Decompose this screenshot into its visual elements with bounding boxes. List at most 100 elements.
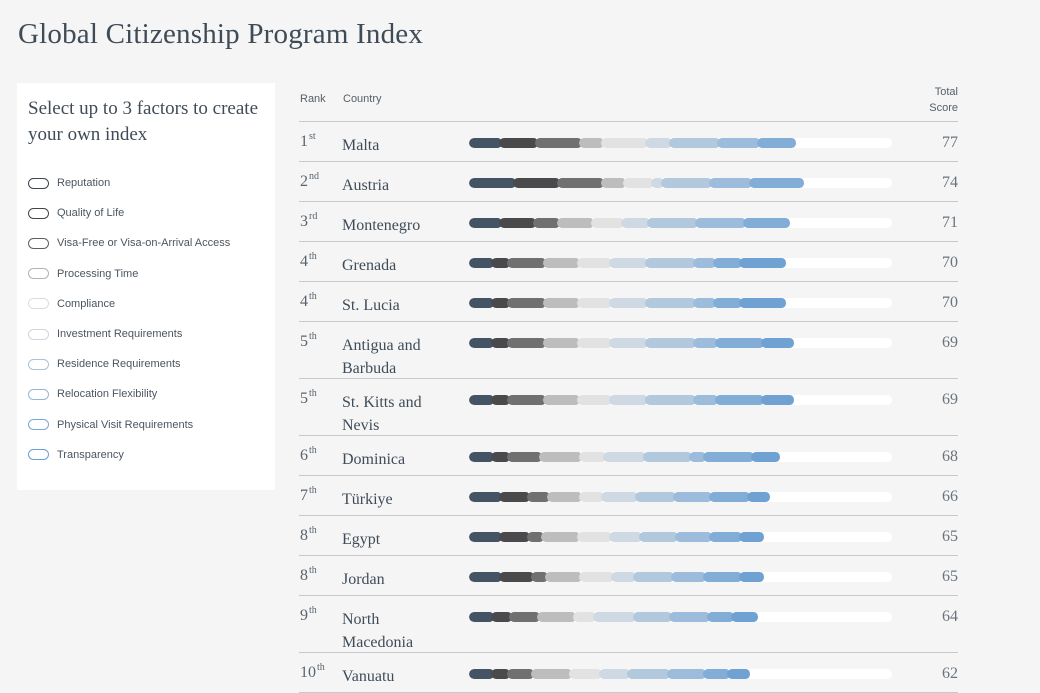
table-row[interactable]: 4th St. Lucia 70 (299, 282, 958, 322)
factor-toggle-item[interactable]: Investment Requirements (28, 319, 230, 349)
rank-cell: 5th (300, 388, 317, 408)
score-bar-fill (469, 298, 787, 308)
factor-segment (675, 532, 713, 542)
table-row[interactable]: 5th Antigua and Barbuda 69 (299, 322, 958, 379)
factor-segment (469, 138, 503, 148)
toggle-switch-icon[interactable] (28, 449, 49, 461)
score-bar-fill (469, 258, 787, 268)
rank-cell: 1st (300, 131, 316, 151)
rank-number: 4 (300, 293, 308, 310)
score-bar-fill (469, 178, 805, 188)
factor-segment (543, 395, 581, 405)
factor-toggle-item[interactable]: Quality of Life (28, 198, 230, 228)
toggle-switch-icon[interactable] (28, 207, 49, 219)
factor-toggle-item[interactable]: Relocation Flexibility (28, 379, 230, 409)
score-bar (469, 178, 892, 188)
factor-segment (469, 492, 503, 502)
table-row[interactable]: 5th St. Kitts and Nevis 69 (299, 379, 958, 436)
toggle-switch-icon[interactable] (28, 268, 49, 280)
factor-segment (601, 492, 639, 502)
rank-number: 5 (300, 333, 308, 350)
table-row[interactable]: 6th Dominica 68 (299, 436, 958, 476)
total-score: 66 (942, 488, 958, 505)
rank-suffix: th (309, 605, 317, 616)
factor-segment (639, 532, 679, 542)
factor-segment (591, 218, 625, 228)
factor-segment (507, 452, 543, 462)
toggle-switch-icon[interactable] (28, 328, 49, 340)
country-name: St. Lucia (342, 297, 400, 314)
factor-toggle-item[interactable]: Visa-Free or Visa-on-Arrival Access (28, 228, 230, 258)
table-row[interactable]: 9th North Macedonia 64 (299, 596, 958, 653)
table-row[interactable]: 2nd Austria 74 (299, 162, 958, 202)
score-bar (469, 138, 892, 148)
table-row[interactable]: 8th Egypt 65 (299, 516, 958, 556)
factor-segment (731, 612, 759, 622)
score-bar (469, 669, 892, 679)
factor-toggle-item[interactable]: Residence Requirements (28, 349, 230, 379)
factor-toggle-item[interactable]: Compliance (28, 289, 230, 319)
rank-cell: 2nd (300, 171, 319, 191)
factor-segment (671, 572, 707, 582)
factor-segment (609, 532, 643, 542)
toggle-switch-icon[interactable] (28, 298, 49, 310)
factor-segment (513, 178, 561, 188)
score-bar (469, 492, 892, 502)
rank-cell: 8th (300, 525, 317, 545)
table-row[interactable]: 4th Grenada 70 (299, 242, 958, 282)
factor-segment (761, 395, 795, 405)
total-score: 69 (942, 334, 958, 351)
country-name: Türkiye (342, 491, 393, 508)
total-score: 69 (942, 391, 958, 408)
factor-label: Residence Requirements (57, 358, 181, 371)
score-bar-fill (469, 532, 765, 542)
toggle-switch-icon[interactable] (28, 388, 49, 400)
table-row[interactable]: 3rd Montenegro 71 (299, 202, 958, 242)
rank-number: 8 (300, 567, 308, 584)
toggle-switch-icon[interactable] (28, 177, 49, 189)
rank-column-header: Rank (300, 93, 326, 105)
factor-segment (661, 178, 713, 188)
factor-toggle-item[interactable]: Physical Visit Requirements (28, 410, 230, 440)
factor-segment (601, 138, 649, 148)
factor-label: Reputation (57, 177, 111, 190)
factor-segment (739, 572, 765, 582)
rank-suffix: th (309, 485, 317, 496)
rank-number: 5 (300, 390, 308, 407)
factor-segment (499, 138, 539, 148)
factor-segment (577, 298, 613, 308)
factor-segment (469, 218, 503, 228)
factor-toggle-item[interactable]: Reputation (28, 168, 230, 198)
table-row[interactable]: 8th Jordan 65 (299, 556, 958, 596)
country-name: Jordan (342, 571, 385, 588)
table-row[interactable]: 1st Malta 77 (299, 122, 958, 162)
factor-segment (577, 395, 613, 405)
toggle-switch-icon[interactable] (28, 358, 49, 370)
factor-toggle-item[interactable]: Transparency (28, 440, 230, 470)
factor-segment (609, 338, 649, 348)
factor-segment (645, 298, 697, 308)
rank-suffix: th (309, 251, 317, 262)
toggle-switch-icon[interactable] (28, 419, 49, 431)
factor-label: Compliance (57, 297, 116, 310)
rank-suffix: nd (309, 171, 319, 182)
total-score-header-line2: Score (929, 102, 958, 114)
rank-number: 7 (300, 487, 308, 504)
table-row[interactable]: 7th Türkiye 66 (299, 476, 958, 516)
rank-suffix: th (309, 388, 317, 399)
rank-number: 1 (300, 133, 308, 150)
toggle-switch-icon[interactable] (28, 237, 49, 249)
total-score: 71 (942, 214, 958, 231)
table-row[interactable]: 10th Vanuatu 62 (299, 653, 958, 693)
factor-toggle-item[interactable]: Processing Time (28, 259, 230, 289)
score-bar (469, 298, 892, 308)
factor-segment (577, 532, 613, 542)
factor-segment (547, 492, 583, 502)
score-bar-fill (469, 572, 765, 582)
factor-segment (635, 492, 677, 502)
factor-segment (703, 572, 743, 582)
factor-segment (715, 395, 765, 405)
total-score: 62 (942, 665, 958, 682)
rank-cell: 10th (300, 662, 325, 682)
factor-segment (469, 532, 503, 542)
